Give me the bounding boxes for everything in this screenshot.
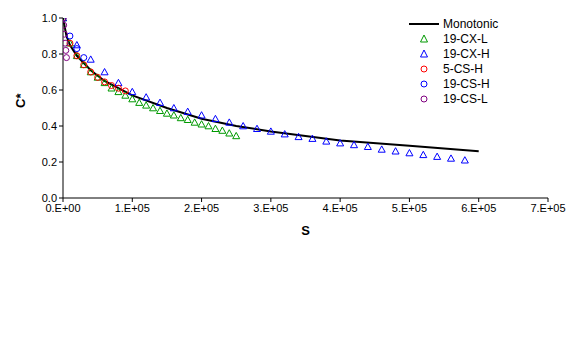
svg-text:7.E+05: 7.E+05 (530, 202, 565, 214)
html-text:Monotonic: Monotonic (443, 16, 499, 31)
svg-text:C*: C* (13, 93, 28, 108)
svg-text:4.E+05: 4.E+05 (323, 202, 358, 214)
svg-text:5.E+05: 5.E+05 (392, 202, 427, 214)
svg-text:1.0: 1.0 (42, 12, 57, 24)
svg-text:3.E+05: 3.E+05 (253, 202, 288, 214)
svg-text:6.E+05: 6.E+05 (461, 202, 496, 214)
svg-text:2.E+05: 2.E+05 (184, 202, 219, 214)
svg-text:0.0: 0.0 (42, 192, 57, 204)
html-text:19-CS-H: 19-CS-H (443, 76, 490, 91)
html-text:5-CS-H: 5-CS-H (443, 61, 483, 76)
html-text:19-CX-L: 19-CX-L (443, 31, 488, 46)
html-text:19-CX-H: 19-CX-H (443, 46, 490, 61)
svg-text:0.6: 0.6 (42, 84, 57, 96)
html-text:19-CS-L: 19-CS-L (443, 91, 488, 106)
svg-text:S: S (301, 223, 310, 238)
svg-text:1.E+05: 1.E+05 (115, 202, 150, 214)
svg-text:0.E+00: 0.E+00 (45, 201, 81, 214)
svg-text:0.2: 0.2 (42, 156, 57, 168)
svg-text:0.8: 0.8 (42, 48, 57, 60)
svg-text:0.4: 0.4 (42, 120, 57, 132)
